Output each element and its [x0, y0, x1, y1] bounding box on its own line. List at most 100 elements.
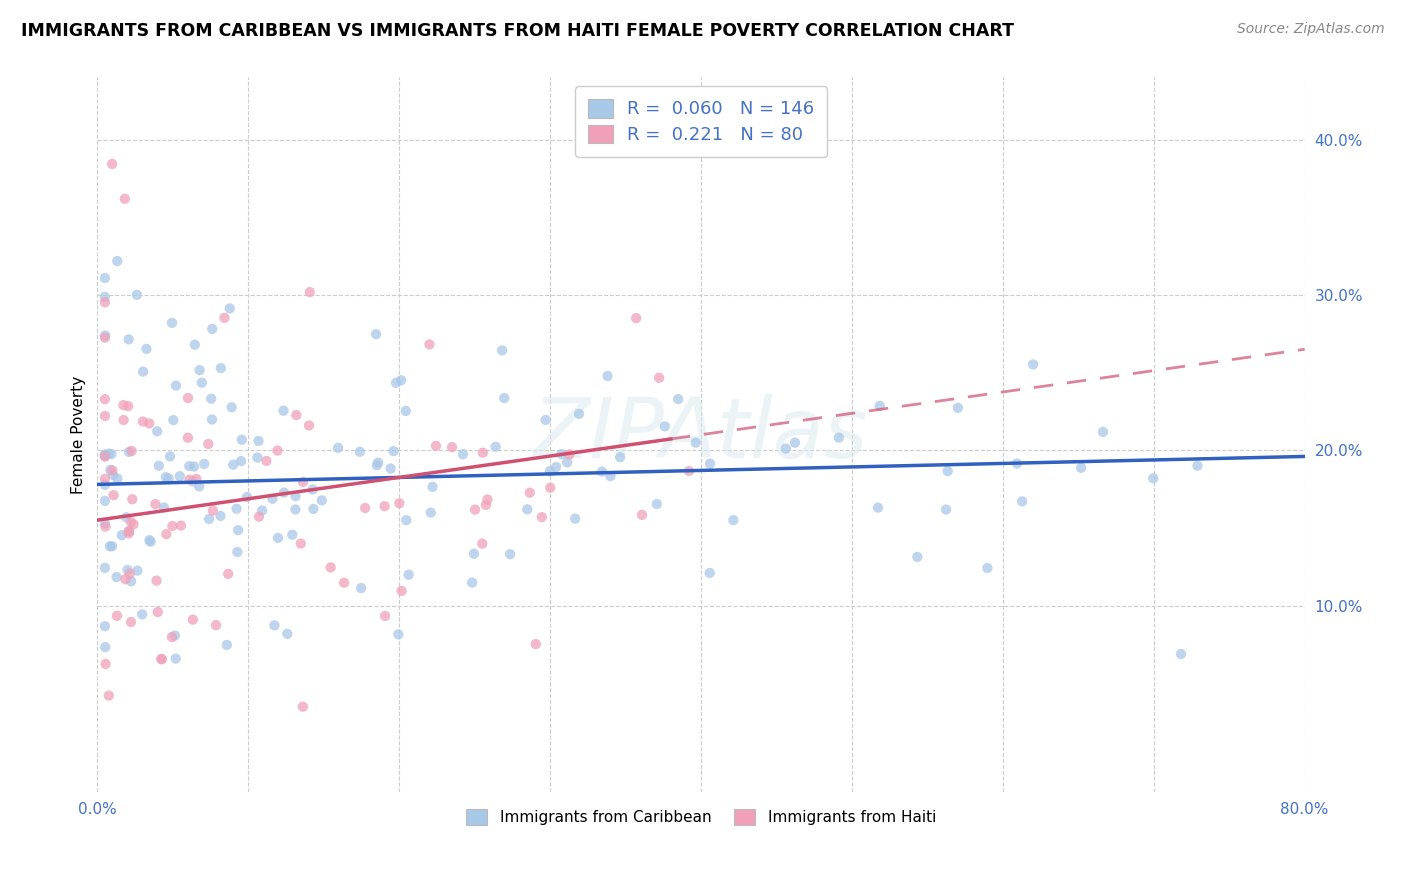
Point — [101, 468, 124, 483]
Point — [654, 419, 676, 434]
Point — [145, 574, 167, 588]
Point — [1005, 457, 1028, 471]
Point — [419, 506, 441, 520]
Point — [1092, 425, 1115, 439]
Text: IMMIGRANTS FROM CARIBBEAN VS IMMIGRANTS FROM HAITI FEMALE POVERTY CORRELATION CH: IMMIGRANTS FROM CARIBBEAN VS IMMIGRANTS … — [21, 22, 1014, 40]
Point — [94, 448, 117, 462]
Point — [485, 440, 508, 454]
Point — [101, 539, 124, 553]
Point — [165, 378, 187, 392]
Point — [198, 512, 221, 526]
Point — [118, 524, 141, 539]
Point — [333, 575, 356, 590]
Point — [281, 527, 304, 541]
Point — [266, 443, 288, 458]
Point — [200, 392, 222, 406]
Point — [112, 398, 135, 412]
Point — [568, 407, 591, 421]
Point — [132, 415, 155, 429]
Point — [184, 337, 207, 351]
Point — [127, 564, 149, 578]
Point — [94, 392, 117, 407]
Point — [366, 458, 388, 472]
Point — [524, 637, 547, 651]
Point — [215, 638, 238, 652]
Point — [201, 503, 224, 517]
Point — [783, 435, 806, 450]
Point — [631, 508, 654, 522]
Point — [775, 442, 797, 456]
Point — [624, 311, 647, 326]
Point — [160, 316, 183, 330]
Point — [648, 371, 671, 385]
Point — [250, 503, 273, 517]
Point — [273, 403, 295, 417]
Point — [226, 523, 249, 537]
Y-axis label: Female Poverty: Female Poverty — [72, 376, 86, 494]
Point — [97, 689, 120, 703]
Point — [181, 613, 204, 627]
Point — [118, 333, 141, 347]
Point — [139, 534, 162, 549]
Point — [209, 508, 232, 523]
Point — [374, 609, 396, 624]
Point — [591, 465, 613, 479]
Point — [699, 457, 721, 471]
Point — [319, 560, 342, 574]
Point — [935, 502, 957, 516]
Point — [105, 254, 128, 268]
Point — [231, 433, 253, 447]
Point — [146, 605, 169, 619]
Point — [160, 630, 183, 644]
Point — [1011, 494, 1033, 508]
Point — [422, 480, 444, 494]
Legend: Immigrants from Caribbean, Immigrants from Haiti: Immigrants from Caribbean, Immigrants fr… — [457, 800, 945, 834]
Point — [451, 447, 474, 461]
Point — [150, 652, 173, 666]
Point — [114, 572, 136, 586]
Point — [936, 464, 959, 478]
Point — [114, 192, 136, 206]
Point — [302, 502, 325, 516]
Point — [170, 518, 193, 533]
Point — [115, 510, 138, 524]
Point — [94, 519, 117, 533]
Point — [132, 365, 155, 379]
Point — [214, 310, 236, 325]
Point — [188, 363, 211, 377]
Point — [364, 327, 387, 342]
Point — [101, 157, 124, 171]
Point — [471, 536, 494, 550]
Point — [285, 408, 308, 422]
Point — [291, 699, 314, 714]
Point — [564, 511, 586, 525]
Point — [120, 615, 142, 629]
Point — [125, 287, 148, 301]
Point — [153, 500, 176, 515]
Point — [226, 545, 249, 559]
Point — [946, 401, 969, 415]
Point — [218, 301, 240, 316]
Point — [491, 343, 513, 358]
Point — [723, 513, 745, 527]
Point — [596, 369, 619, 384]
Point — [678, 464, 700, 478]
Point — [193, 457, 215, 471]
Point — [398, 567, 420, 582]
Point — [143, 497, 166, 511]
Point — [103, 488, 125, 502]
Point — [98, 539, 121, 553]
Point — [100, 463, 122, 477]
Point — [94, 516, 117, 531]
Point — [163, 628, 186, 642]
Point — [118, 445, 141, 459]
Point — [197, 437, 219, 451]
Point — [118, 566, 141, 581]
Point — [165, 651, 187, 665]
Point — [135, 342, 157, 356]
Point — [94, 328, 117, 343]
Point — [276, 627, 298, 641]
Point — [301, 483, 323, 497]
Point — [267, 531, 290, 545]
Point — [388, 496, 411, 510]
